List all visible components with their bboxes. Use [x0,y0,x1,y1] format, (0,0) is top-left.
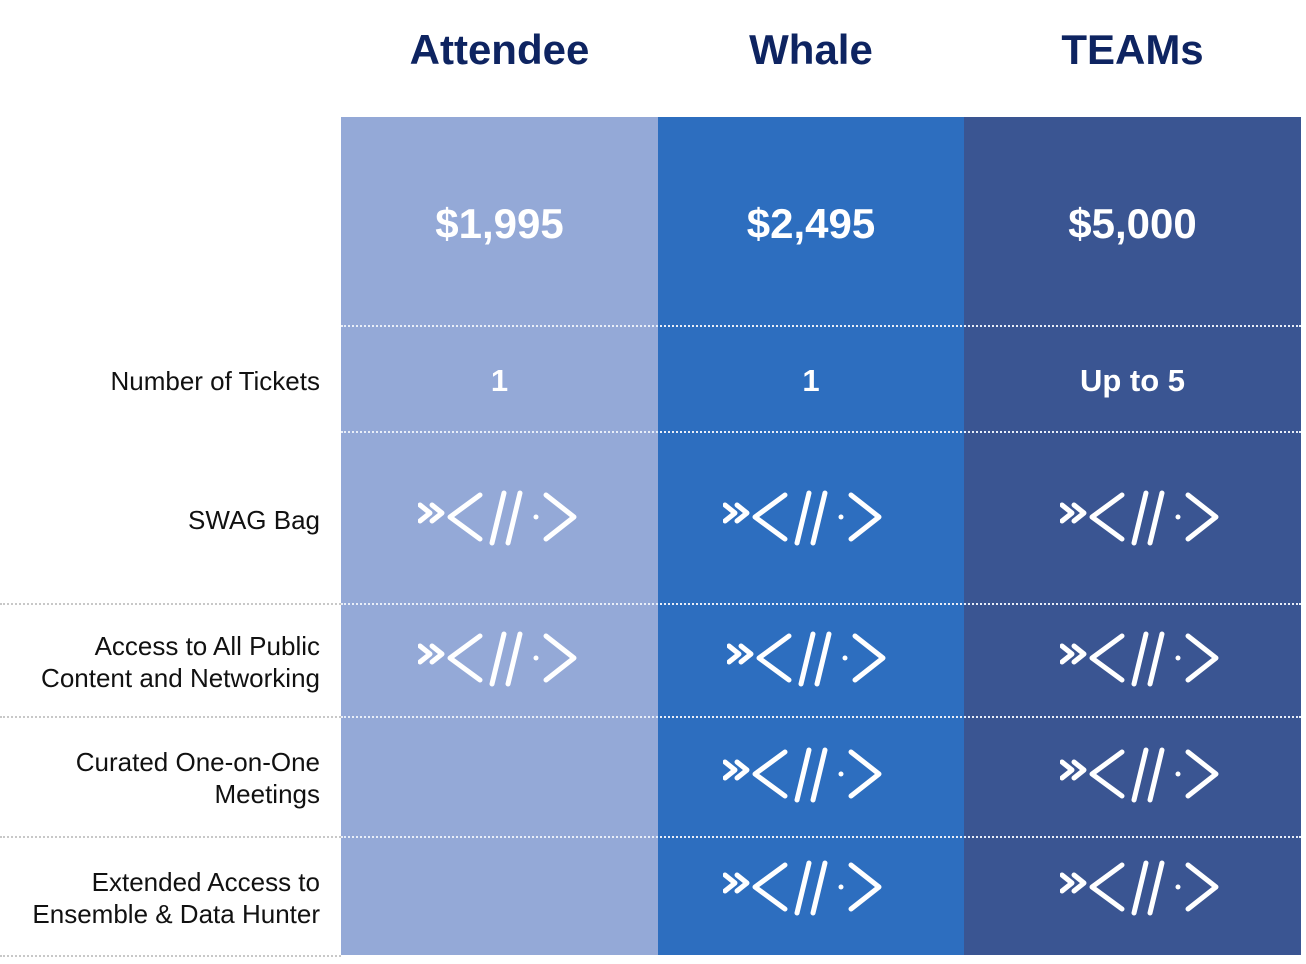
divider-swag [341,603,1301,605]
row-label-access-line2: Content and Networking [41,663,320,693]
row-label-access: Access to All Public Content and Network… [0,630,320,694]
code-chevron-icon [418,485,578,549]
code-chevron-icon [1060,742,1220,806]
divider-curated [341,836,1301,838]
divider-price [341,325,1301,327]
tier-name-teams: TEAMs [1061,26,1204,73]
code-chevron-icon [727,626,887,690]
divider-curated-left [0,836,341,838]
divider-bottom-left [0,955,341,957]
price-whale: $2,495 [746,200,876,247]
row-label-curated-line1: Curated One-on-One [75,747,320,777]
code-chevron-icon [723,742,883,806]
code-chevron-icon [1060,626,1220,690]
divider-access-left [0,716,341,718]
code-chevron-icon [1060,485,1220,549]
row-label-extended: Extended Access to Ensemble & Data Hunte… [0,866,320,930]
row-label-swag: SWAG Bag [188,505,320,535]
tier-name-attendee: Attendee [409,26,590,73]
tickets-teams: Up to 5 [1079,363,1186,398]
code-chevron-icon [1060,855,1220,919]
row-label-extended-line1: Extended Access to [91,867,320,897]
tickets-attendee: 1 [490,363,509,398]
code-chevron-icon [723,485,883,549]
whale-column [658,117,964,955]
row-label-curated-line2: Meetings [214,779,321,809]
divider-tickets [341,431,1301,433]
price-teams: $5,000 [1068,200,1197,247]
row-label-tickets: Number of Tickets [110,366,320,396]
tickets-whale: 1 [802,363,820,398]
code-chevron-icon [418,626,578,690]
attendee-column [341,117,658,955]
code-chevron-icon [723,855,883,919]
row-label-extended-line2: Ensemble & Data Hunter [32,899,320,929]
divider-access [341,716,1301,718]
price-attendee: $1,995 [435,200,564,247]
row-label-curated: Curated One-on-One Meetings [0,746,320,810]
tier-name-whale: Whale [749,26,873,73]
row-label-access-line1: Access to All Public [94,631,320,661]
teams-column [964,117,1301,955]
divider-swag-left [0,603,341,605]
